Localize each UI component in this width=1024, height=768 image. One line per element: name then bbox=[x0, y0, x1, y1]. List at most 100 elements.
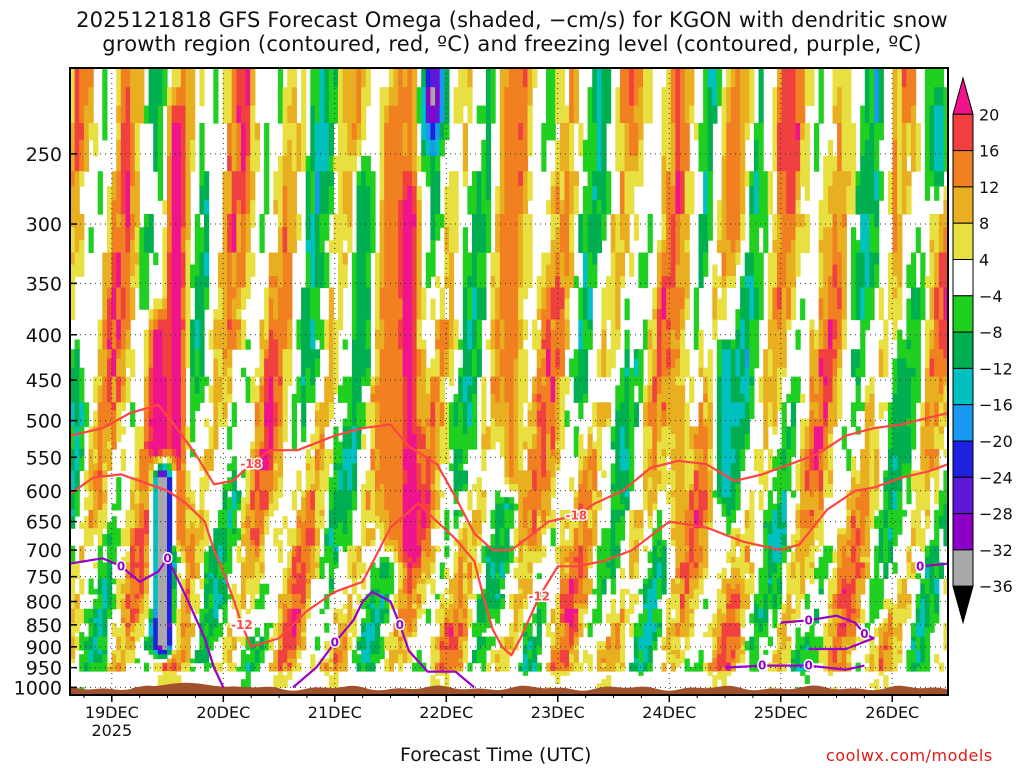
omega-cell bbox=[587, 287, 593, 321]
omega-cell bbox=[790, 490, 797, 498]
omega-cell bbox=[139, 490, 145, 505]
omega-cell bbox=[324, 214, 330, 241]
omega-cell bbox=[860, 578, 866, 595]
omega-cell bbox=[435, 349, 441, 378]
omega-cell bbox=[781, 613, 787, 651]
omega-cell bbox=[148, 68, 154, 124]
omega-cell bbox=[559, 309, 565, 378]
omega-cell bbox=[190, 578, 196, 610]
omega-cell bbox=[684, 214, 690, 241]
omega-cell bbox=[841, 627, 847, 638]
omega-cell bbox=[569, 214, 575, 254]
omega-cell bbox=[684, 551, 690, 564]
omega-cell bbox=[633, 636, 639, 660]
omega-cell bbox=[550, 456, 556, 478]
omega-cell bbox=[74, 171, 80, 254]
omega-cell bbox=[222, 358, 228, 378]
colorbar-tick-label: −36 bbox=[979, 577, 1013, 596]
omega-cell bbox=[148, 309, 154, 321]
omega-cell bbox=[934, 287, 940, 321]
omega-cell bbox=[444, 186, 450, 228]
omega-cell bbox=[139, 613, 145, 638]
omega-cell bbox=[619, 516, 626, 541]
omega-cell bbox=[911, 319, 917, 369]
omega-cell bbox=[735, 608, 741, 624]
omega-cell bbox=[924, 319, 931, 369]
omega-cell bbox=[878, 171, 884, 201]
omega-cell bbox=[527, 171, 533, 201]
omega-cell bbox=[190, 139, 196, 172]
omega-cell bbox=[268, 490, 274, 505]
omega-cell bbox=[97, 470, 103, 478]
omega-cell bbox=[864, 287, 870, 331]
omega-cell bbox=[790, 551, 797, 564]
omega-cell bbox=[573, 186, 579, 215]
omega-cell bbox=[134, 264, 140, 289]
omega-cell bbox=[227, 622, 233, 629]
omega-cell bbox=[134, 426, 140, 478]
omega-cell bbox=[97, 349, 103, 378]
omega-cell bbox=[837, 123, 843, 172]
omega-cell bbox=[647, 329, 653, 350]
omega-cell bbox=[841, 171, 847, 215]
omega-cell bbox=[116, 528, 122, 547]
omega-cell bbox=[740, 214, 746, 241]
omega-cell bbox=[864, 68, 870, 124]
omega-cell bbox=[180, 470, 187, 547]
omega-cell bbox=[804, 123, 810, 201]
omega-cell bbox=[365, 155, 371, 187]
omega-cell bbox=[846, 654, 852, 664]
omega-cell bbox=[490, 562, 496, 579]
omega-cell bbox=[800, 214, 806, 228]
omega-cell bbox=[546, 200, 552, 215]
omega-cell bbox=[495, 598, 501, 610]
omega-cell bbox=[661, 410, 667, 427]
omega-cell bbox=[305, 528, 311, 547]
omega-cell bbox=[795, 562, 801, 619]
omega-cell bbox=[171, 671, 177, 688]
omega-cell bbox=[190, 534, 196, 579]
omega-cell bbox=[860, 214, 866, 254]
omega-cell bbox=[462, 608, 468, 619]
omega-cell bbox=[601, 287, 607, 331]
omega-cell bbox=[171, 588, 177, 624]
omega-cell bbox=[767, 583, 773, 595]
omega-cell bbox=[277, 671, 284, 688]
omega-cell bbox=[130, 641, 136, 651]
omega-cell bbox=[333, 214, 339, 254]
omega-cell bbox=[180, 636, 187, 651]
omega-cell bbox=[897, 654, 903, 664]
omega-cell bbox=[245, 528, 251, 580]
omega-cell bbox=[301, 522, 307, 563]
omega-cell bbox=[259, 534, 265, 547]
omega-cell bbox=[573, 636, 579, 647]
omega-cell bbox=[735, 426, 741, 485]
omega-cell bbox=[347, 509, 353, 547]
omega-cell bbox=[120, 593, 126, 600]
omega-cell bbox=[388, 68, 395, 88]
omega-cell bbox=[911, 376, 917, 450]
omega-cell bbox=[504, 528, 510, 563]
omega-cell bbox=[204, 171, 210, 201]
omega-cell bbox=[481, 287, 487, 321]
omega-cell bbox=[610, 484, 616, 492]
omega-cell bbox=[116, 287, 122, 321]
omega-cell bbox=[453, 449, 459, 492]
omega-cell bbox=[735, 484, 741, 511]
colorbar-tick-label: −28 bbox=[979, 505, 1013, 524]
omega-cell bbox=[236, 319, 242, 331]
omega-cell bbox=[934, 105, 940, 172]
omega-cell bbox=[924, 456, 931, 492]
omega-cell bbox=[273, 528, 279, 547]
omega-cell bbox=[513, 358, 519, 485]
source-credit[interactable]: coolwx.com/models bbox=[826, 746, 993, 765]
omega-cell bbox=[296, 593, 302, 610]
omega-cell bbox=[532, 613, 538, 624]
omega-cell bbox=[772, 87, 778, 172]
omega-cell bbox=[564, 622, 570, 651]
omega-cell bbox=[490, 608, 496, 619]
omega-cell bbox=[208, 662, 214, 668]
omega-cell bbox=[208, 385, 214, 403]
omega-cell bbox=[157, 477, 163, 647]
omega-cell bbox=[365, 622, 371, 664]
